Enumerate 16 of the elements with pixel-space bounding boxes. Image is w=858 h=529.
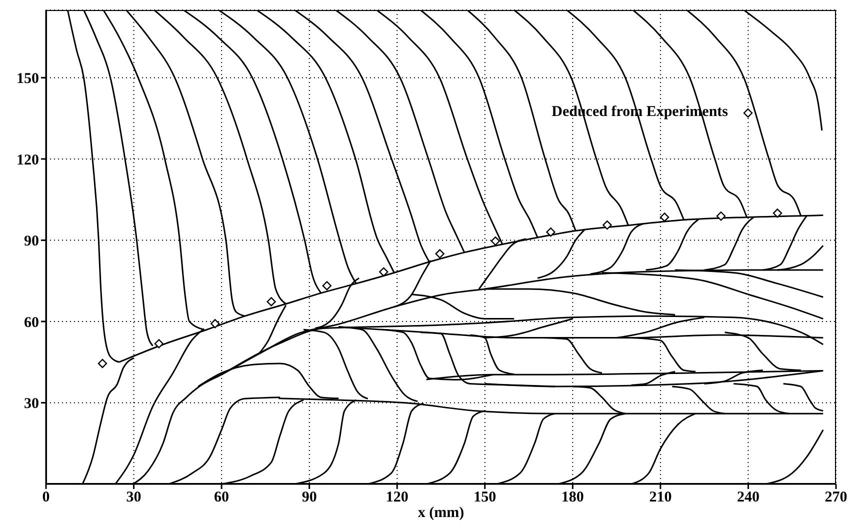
y-tick-label: 60 (24, 314, 39, 331)
x-tick-label: 210 (649, 490, 672, 506)
y-tick-label: 150 (16, 71, 39, 88)
x-tick-label: 90 (302, 490, 317, 506)
y-tick-label: 30 (24, 396, 39, 412)
x-tick-label: 60 (214, 490, 230, 506)
x-tick-label: 270 (824, 490, 848, 506)
y-tick-label: 120 (16, 152, 39, 168)
x-tick-label: 0 (42, 490, 50, 506)
y-tick-label: 90 (24, 234, 39, 250)
x-tick-label: 120 (386, 490, 408, 506)
x-tick-label: 180 (561, 490, 584, 506)
x-tick-label: 30 (126, 490, 142, 506)
x-tick-label: 240 (736, 490, 760, 506)
x-axis-title: x (mm) (418, 505, 464, 521)
x-tick-label: 150 (474, 490, 496, 506)
